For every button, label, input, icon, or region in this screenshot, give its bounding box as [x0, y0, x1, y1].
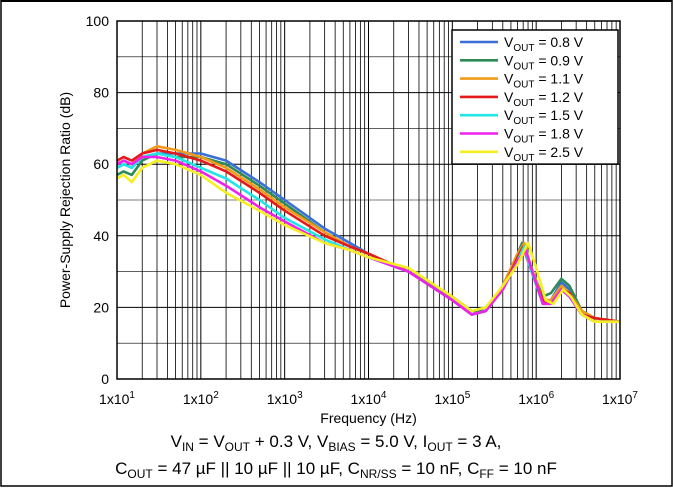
y-tick-label: 60: [93, 156, 109, 172]
conditions-line-1: VIN = VOUT + 0.3 V, VBIAS = 5.0 V, IOUT …: [171, 432, 502, 454]
legend-entry: VOUT = 1.8 V: [504, 126, 584, 146]
tick-labels: 0 20 40 60 80 100 1x101 1x102 1x103 1x104 1x105 1x1…: [86, 13, 639, 407]
x-tick-label: 1x103: [267, 390, 303, 407]
y-axis-label: Power-Supply Rejection Ratio (dB): [57, 92, 73, 308]
x-axis-label: Frequency (Hz): [320, 410, 416, 426]
plot-area: [116, 20, 621, 380]
x-tick-label: 1x105: [434, 390, 470, 407]
x-tick-label: 1x106: [518, 390, 554, 407]
legend-entry: VOUT = 1.1 V: [504, 71, 584, 91]
series-line-6: [116, 155, 620, 323]
x-tick-label: 1x102: [183, 390, 219, 407]
y-tick-label: 80: [93, 85, 109, 101]
legend-entry: VOUT = 2.5 V: [504, 144, 584, 164]
x-tick-label: 1x101: [99, 390, 135, 407]
series-line-7: [116, 159, 620, 323]
y-tick-label: 20: [93, 299, 109, 315]
legend-entry: VOUT = 0.8 V: [504, 34, 584, 54]
y-tick-label: 0: [101, 371, 109, 387]
grid: [117, 21, 620, 379]
legend-entry: VOUT = 1.5 V: [504, 107, 584, 127]
x-tick-label: 1x107: [602, 390, 638, 407]
x-tick-label: 1x104: [351, 390, 387, 407]
y-tick-label: 100: [86, 13, 110, 29]
y-tick-label: 40: [93, 228, 109, 244]
conditions-line-2: COUT = 47 µF || 10 µF || 10 µF, CNR/SS =…: [115, 459, 557, 481]
legend-entry: VOUT = 0.9 V: [504, 52, 584, 72]
legend-entry: VOUT = 1.2 V: [504, 89, 584, 109]
series-group: [116, 145, 621, 323]
